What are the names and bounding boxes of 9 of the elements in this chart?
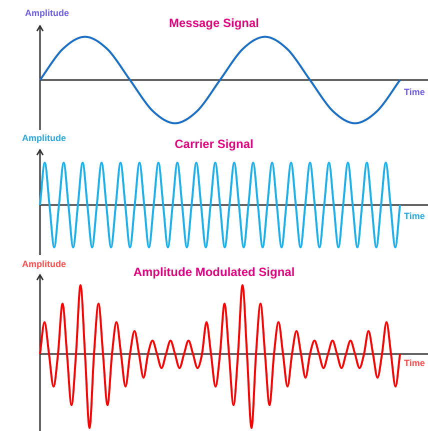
chart-title: Amplitude Modulated Signal xyxy=(133,265,295,279)
x-axis-title: Time xyxy=(404,87,425,97)
x-axis-title: Time xyxy=(404,358,425,368)
chart-title: Carrier Signal xyxy=(174,137,254,151)
chart-title: Message Signal xyxy=(168,16,260,30)
y-axis-title: Amplitude xyxy=(25,8,69,18)
y-axis-title: Amplitude xyxy=(22,259,66,269)
y-axis-title: Amplitude xyxy=(22,133,66,143)
x-axis-title: Time xyxy=(404,211,425,221)
